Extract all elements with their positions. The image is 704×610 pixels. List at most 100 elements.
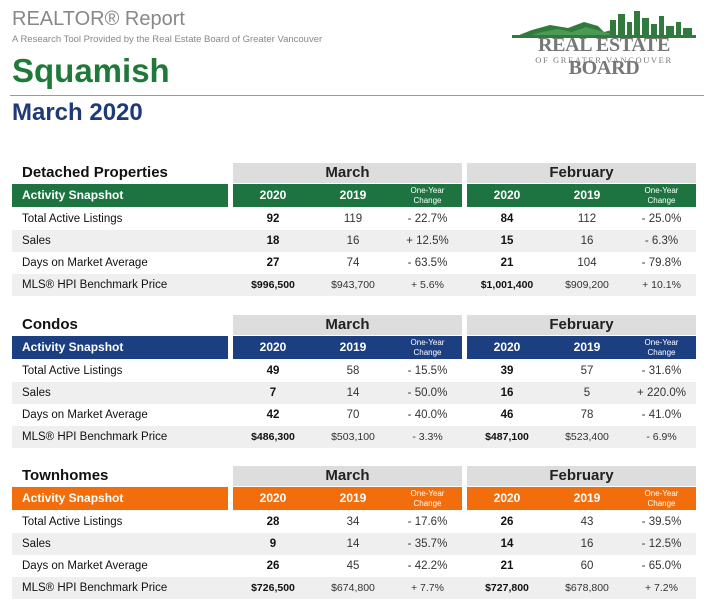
row-label: MLS® HPI Benchmark Price	[22, 582, 168, 594]
mar-column-headers: 2020 2019 One-Year Change	[233, 336, 462, 359]
report-period: March 2020	[12, 99, 143, 126]
year-2020-header: 2020	[493, 340, 521, 354]
february-header: February	[467, 466, 696, 486]
table-row: Sales 9 14 - 35.7% 14 16 - 12.5%	[12, 533, 696, 555]
mar-column-headers: 2020 2019 One-Year Change	[233, 487, 462, 510]
march-2019-value: 70	[346, 409, 360, 421]
year-2020-header: 2020	[493, 491, 521, 505]
february-2020-value: 14	[500, 538, 514, 550]
march-2019-value: $503,100	[331, 431, 375, 443]
february-2020-value: 39	[500, 365, 514, 377]
year-2020-header: 2020	[259, 340, 287, 354]
february-2019-value: 16	[580, 235, 594, 247]
february-2019-value: 60	[580, 560, 594, 572]
march-header: March	[233, 163, 462, 183]
activity-snapshot-label: Activity Snapshot	[12, 184, 228, 207]
february-change-value: - 12.5%	[641, 538, 682, 550]
section-title: Townhomes	[22, 467, 109, 484]
march-change-value: - 50.0%	[407, 387, 448, 399]
february-2019-value: 112	[577, 213, 597, 225]
one-year-change-header: One-Year Change	[393, 186, 462, 206]
february-2020-value: 26	[500, 516, 514, 528]
skyline-icon	[512, 11, 696, 38]
march-change-value: - 40.0%	[407, 409, 448, 421]
year-2020-header: 2020	[259, 491, 287, 505]
february-2020-value: $487,100	[485, 431, 529, 443]
march-2020-value: $996,500	[251, 279, 295, 291]
table-row: MLS® HPI Benchmark Price $486,300 $503,1…	[12, 426, 696, 448]
mar-column-headers: 2020 2019 One-Year Change	[233, 184, 462, 207]
table-row: Total Active Listings 49 58 - 15.5% 39 5…	[12, 360, 696, 382]
year-2019-header: 2019	[573, 340, 601, 354]
february-2019-value: 5	[583, 387, 591, 399]
march-change-value: - 35.7%	[407, 538, 448, 550]
table-row: Total Active Listings 92 119 - 22.7% 84 …	[12, 208, 696, 230]
february-2019-value: 16	[580, 538, 594, 550]
march-2019-value: 58	[346, 365, 360, 377]
march-2020-value: 18	[266, 235, 280, 247]
year-2020-header: 2020	[259, 188, 287, 202]
row-label: Days on Market Average	[22, 409, 148, 421]
march-2019-value: 119	[343, 213, 363, 225]
year-2019-header: 2019	[339, 340, 367, 354]
february-2019-value: $909,200	[565, 279, 609, 291]
march-2020-value: 28	[266, 516, 280, 528]
february-header: February	[467, 163, 696, 183]
change-header-line2: Change	[647, 499, 676, 508]
section-title: Detached Properties	[22, 164, 168, 181]
february-change-value: - 79.8%	[641, 257, 682, 269]
february-2019-value: 78	[580, 409, 594, 421]
march-2020-value: 9	[269, 538, 277, 550]
table-row: Sales 18 16 + 12.5% 15 16 - 6.3%	[12, 230, 696, 252]
march-change-value: - 42.2%	[407, 560, 448, 572]
march-change-value: - 3.3%	[412, 431, 443, 443]
report-subtitle: A Research Tool Provided by the Real Est…	[12, 34, 323, 45]
march-2019-value: 74	[346, 257, 360, 269]
table-row: Days on Market Average 42 70 - 40.0% 46 …	[12, 404, 696, 426]
march-2020-value: 26	[266, 560, 280, 572]
march-2019-value: 16	[346, 235, 360, 247]
march-2019-value: 45	[346, 560, 360, 572]
year-2019-header: 2019	[573, 491, 601, 505]
february-2020-value: 16	[500, 387, 514, 399]
march-change-value: + 7.7%	[411, 582, 444, 594]
march-change-value: - 17.6%	[407, 516, 448, 528]
march-2019-value: $943,700	[331, 279, 375, 291]
march-change-value: + 12.5%	[406, 235, 449, 247]
year-2019-header: 2019	[339, 188, 367, 202]
logo-subtitle: OF GREATER VANCOUVER	[535, 55, 673, 65]
february-2019-value: 104	[577, 257, 597, 269]
march-2020-value: 7	[269, 387, 277, 399]
march-2019-value: $674,800	[331, 582, 375, 594]
year-2019-header: 2019	[573, 188, 601, 202]
section-title: Condos	[22, 316, 78, 333]
february-change-value: - 41.0%	[641, 409, 682, 421]
activity-snapshot-label: Activity Snapshot	[12, 336, 228, 359]
march-2020-value: 92	[266, 213, 280, 225]
march-header: March	[233, 466, 462, 486]
change-header-line2: Change	[413, 196, 442, 205]
february-2020-value: 84	[500, 213, 514, 225]
february-change-value: + 220.0%	[637, 387, 686, 399]
february-2019-value: $678,800	[565, 582, 609, 594]
header-divider	[10, 95, 704, 96]
february-2020-value: $727,800	[485, 582, 529, 594]
february-change-value: - 31.6%	[641, 365, 682, 377]
row-label: Sales	[22, 538, 51, 550]
city-name: Squamish	[12, 52, 170, 89]
table-row: MLS® HPI Benchmark Price $996,500 $943,7…	[12, 274, 696, 296]
change-header-line1: One-Year	[410, 489, 445, 498]
february-2019-value: 57	[580, 365, 594, 377]
row-label: Total Active Listings	[22, 516, 123, 528]
change-header-line2: Change	[413, 499, 442, 508]
year-2020-header: 2020	[493, 188, 521, 202]
report-title: REALTOR® Report	[12, 8, 185, 30]
march-2019-value: 14	[346, 387, 360, 399]
one-year-change-header: One-Year Change	[627, 186, 696, 206]
one-year-change-header: One-Year Change	[393, 338, 462, 358]
february-change-value: - 6.9%	[646, 431, 677, 443]
row-label: MLS® HPI Benchmark Price	[22, 279, 168, 291]
march-change-value: - 15.5%	[407, 365, 448, 377]
march-2020-value: 27	[266, 257, 280, 269]
march-change-value: + 5.6%	[411, 279, 444, 291]
